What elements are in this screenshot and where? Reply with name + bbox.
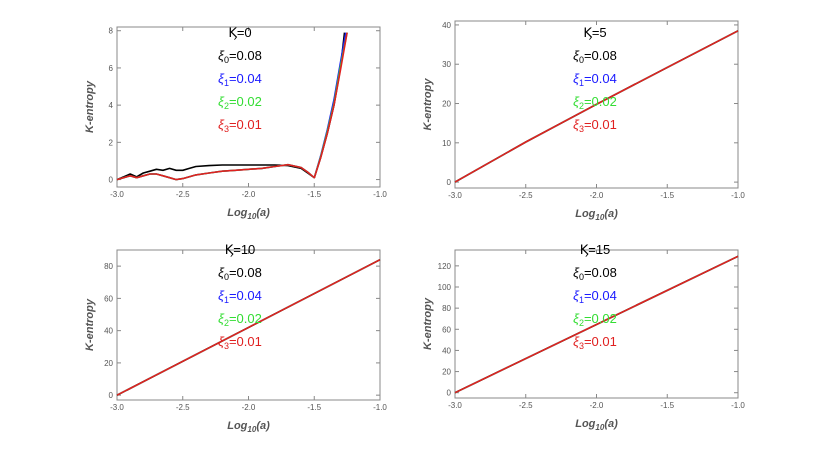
y-tick-label: 40 (442, 21, 451, 30)
y-tick-label: 0 (447, 178, 452, 187)
x-tick-label: -1.0 (731, 401, 745, 410)
series-line-3 (454, 255, 739, 394)
kappa-label: Ϗ=0 (228, 25, 251, 40)
y-tick-label: 0 (447, 389, 452, 398)
series-line-3 (116, 32, 348, 181)
xi-annotation: ξ3=0.01 (218, 117, 262, 134)
x-tick-label: -3.0 (448, 191, 462, 200)
x-tick-label: -2.0 (590, 191, 604, 200)
x-tick-label: -2.0 (242, 190, 256, 199)
xi-annotation: ξ1=0.04 (218, 288, 262, 305)
xi-annotation: ξ3=0.01 (573, 117, 617, 134)
y-tick-label: 60 (104, 294, 113, 303)
x-tick-label: -1.5 (307, 403, 321, 412)
y-axis-label: K-entropy (84, 80, 96, 133)
y-tick-label: 10 (442, 139, 451, 148)
x-axis-label: Log10(a) (575, 208, 618, 222)
y-tick-label: 2 (109, 138, 114, 147)
y-axis-label: K-entropy (422, 297, 434, 350)
x-tick-label: -1.0 (373, 403, 387, 412)
series-line-3 (116, 258, 381, 396)
y-tick-label: 120 (438, 262, 452, 271)
xi-annotation: ξ1=0.04 (573, 288, 617, 305)
y-tick-label: 80 (104, 262, 113, 271)
x-tick-label: -3.0 (448, 401, 462, 410)
x-axis-label: Log10(a) (227, 207, 270, 221)
x-tick-label: -2.5 (519, 401, 533, 410)
y-tick-label: 4 (109, 101, 114, 110)
x-tick-label: -2.0 (242, 403, 256, 412)
y-axis-label: K-entropy (422, 78, 434, 131)
xi-annotation: ξ0=0.08 (218, 265, 262, 282)
x-tick-label: -1.0 (731, 191, 745, 200)
y-tick-label: 40 (442, 346, 451, 355)
y-tick-label: 0 (109, 176, 114, 185)
y-tick-label: 8 (109, 27, 114, 36)
y-tick-label: 40 (104, 327, 113, 336)
x-tick-label: -3.0 (110, 403, 124, 412)
x-axis-label: Log10(a) (227, 420, 270, 434)
xi-annotation: ξ0=0.08 (573, 265, 617, 282)
chart-panel-1: -3.0 -2.5 -2.0 -1.5 -1.0 0 10 20 30 40 Log10(a) K-e… (422, 20, 745, 222)
kappa-label: Ϗ=10 (225, 242, 256, 257)
x-tick-label: -2.5 (176, 190, 190, 199)
chart-panel-0: -3.0 -2.5 -2.0 -1.5 -1.0 0 2 4 6 8 Log10(a) K-entro… (84, 25, 387, 221)
x-tick-label: -1.5 (307, 190, 321, 199)
x-tick-label: -3.0 (110, 190, 124, 199)
x-tick-label: -2.5 (519, 191, 533, 200)
y-tick-label: 20 (442, 368, 451, 377)
xi-annotation: ξ2=0.02 (218, 94, 262, 111)
y-tick-label: 6 (109, 64, 114, 73)
x-tick-label: -1.0 (373, 190, 387, 199)
x-axis-label: Log10(a) (575, 418, 618, 432)
x-tick-label: -2.0 (590, 401, 604, 410)
xi-annotation: ξ0=0.08 (218, 48, 262, 65)
xi-annotation: ξ3=0.01 (218, 334, 262, 351)
x-tick-label: -2.5 (176, 403, 190, 412)
xi-annotation: ξ2=0.02 (573, 311, 617, 328)
y-tick-label: 30 (442, 60, 451, 69)
kappa-label: Ϗ=15 (580, 242, 611, 257)
y-tick-label: 20 (442, 100, 451, 109)
series-line-3 (454, 30, 739, 183)
xi-annotation: ξ0=0.08 (573, 48, 617, 65)
xi-annotation: ξ1=0.04 (218, 71, 262, 88)
y-tick-label: 80 (442, 304, 451, 313)
x-tick-label: -1.5 (660, 401, 674, 410)
y-tick-label: 20 (104, 359, 113, 368)
y-tick-label: 60 (442, 325, 451, 334)
chart-panel-3: -3.0 -2.5 -2.0 -1.5 -1.0 0 20 40 60 80 100 120 Log10… (422, 242, 745, 432)
xi-annotation: ξ3=0.01 (573, 334, 617, 351)
y-tick-label: 100 (438, 283, 452, 292)
chart-panel-2: -3.0 -2.5 -2.0 -1.5 -1.0 0 20 40 60 80 Log10(a) K-e… (84, 242, 387, 434)
xi-annotation: ξ1=0.04 (573, 71, 617, 88)
xi-annotation: ξ2=0.02 (218, 311, 262, 328)
xi-annotation: ξ2=0.02 (573, 94, 617, 111)
x-tick-label: -1.5 (660, 191, 674, 200)
y-tick-label: 0 (109, 391, 114, 400)
y-axis-label: K-entropy (84, 298, 96, 351)
kappa-label: Ϗ=5 (583, 25, 606, 40)
